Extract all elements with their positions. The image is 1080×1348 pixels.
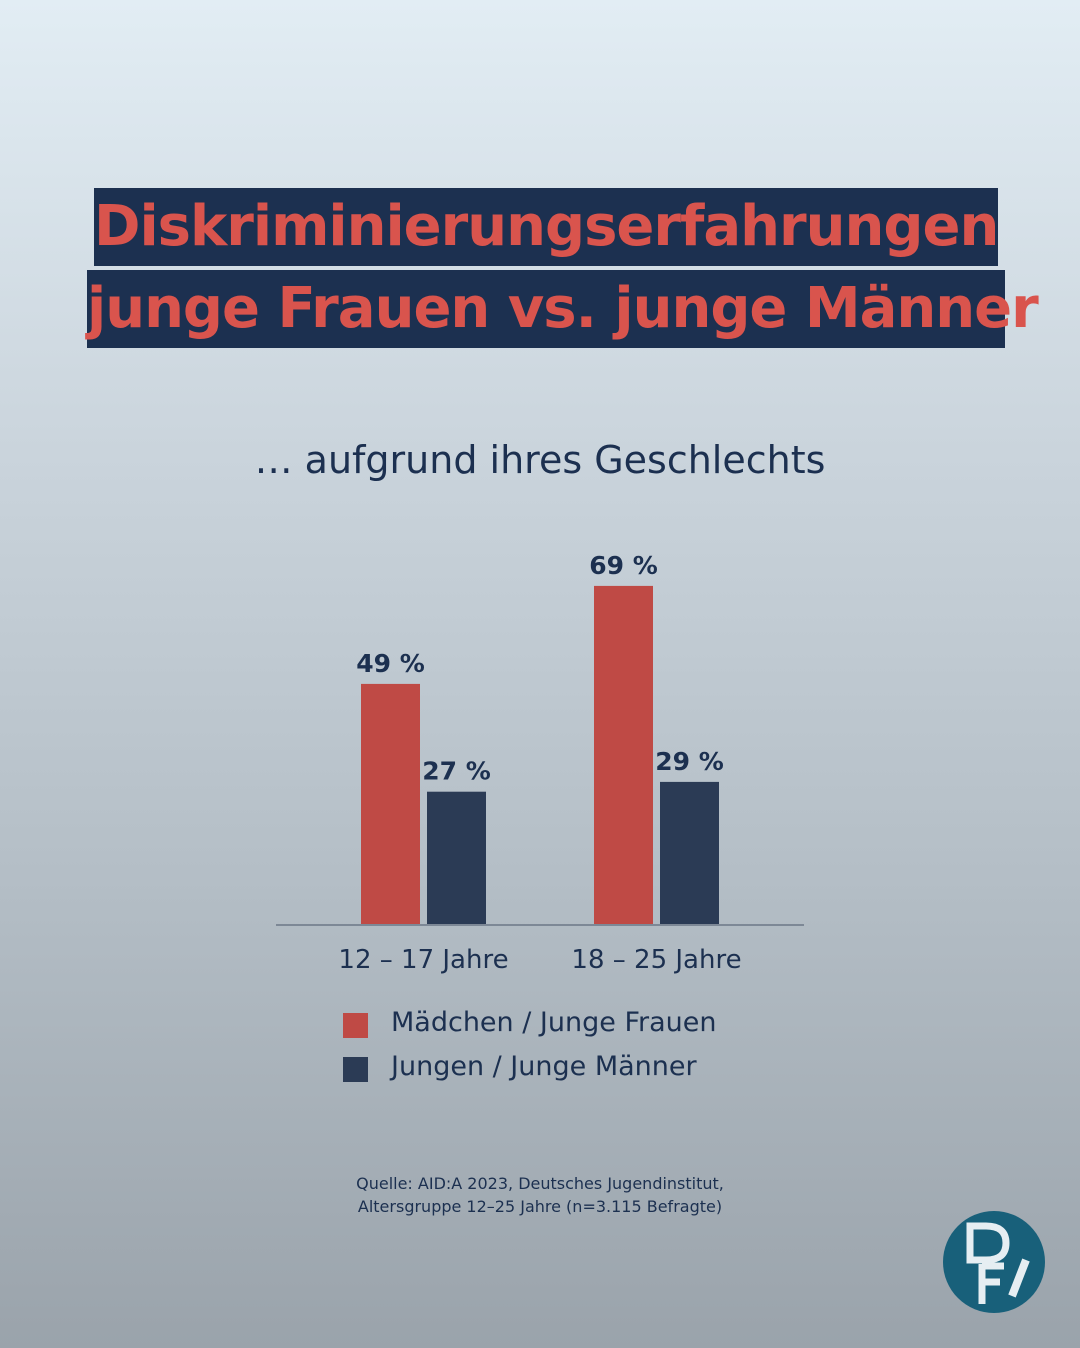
source-note: Quelle: AID:A 2023, Deutsches Jugendinst…: [0, 1172, 1080, 1218]
legend-label-boys: Jungen / Junge Männer: [391, 1051, 697, 1082]
source-line-1: Quelle: AID:A 2023, Deutsches Jugendinst…: [356, 1174, 724, 1193]
legend-swatch-girls: [343, 1013, 368, 1038]
title-line-1: Diskriminierungserfahrungen: [94, 188, 999, 266]
data-label-1-1: 29 %: [655, 747, 724, 776]
data-label-0-0: 49 %: [356, 649, 425, 678]
source-line-2: Altersgruppe 12–25 Jahre (n=3.115 Befrag…: [357, 1197, 723, 1216]
title-line-2: junge Frauen vs. junge Männer: [87, 270, 1039, 348]
x-tick-label-0: 12 – 17 Jahre: [338, 945, 508, 975]
data-label-1-0: 69 %: [589, 551, 658, 580]
bar-0-0: [361, 683, 420, 924]
x-tick-label-1: 18 – 25 Jahre: [571, 945, 741, 975]
legend-swatch-boys: [343, 1057, 368, 1082]
bar-chart: 49 % 27 % 12 – 17 Jahre 69 % 29 % 18 – 25 Jah…: [276, 551, 804, 975]
legend-label-girls: Mädchen / Junge Frauen: [391, 1007, 717, 1038]
chart-subtitle: … aufgrund ihres Geschlechts: [254, 438, 826, 482]
bar-1-1: [660, 781, 719, 924]
data-label-0-1: 27 %: [422, 757, 491, 786]
dfi-logo-icon: [943, 1211, 1045, 1313]
bar-1-0: [594, 585, 653, 924]
bar-0-1: [427, 791, 486, 924]
